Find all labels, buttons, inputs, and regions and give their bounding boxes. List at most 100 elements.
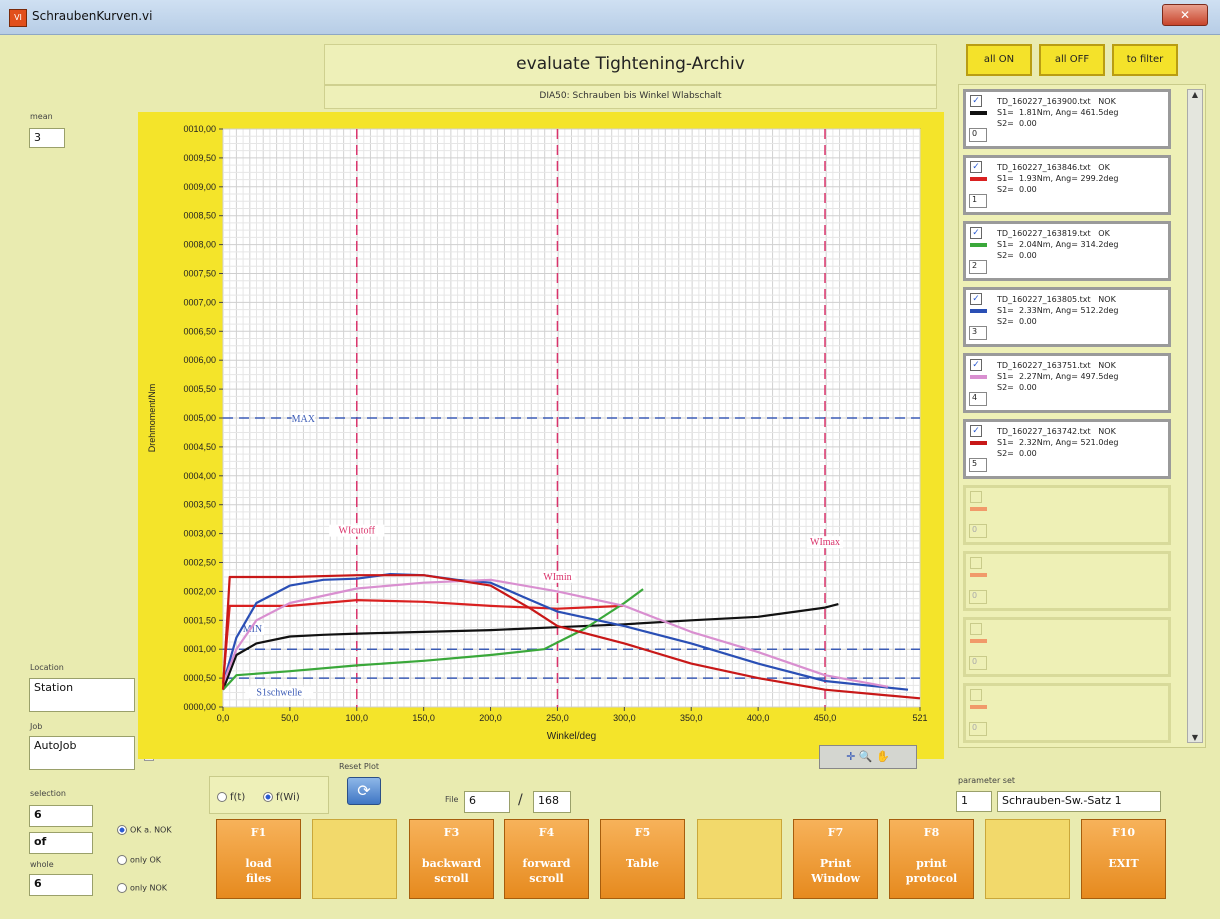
visibility-checkbox[interactable]: ✓ — [970, 359, 982, 371]
radio-label: OK a. NOK — [130, 825, 172, 835]
job-field[interactable]: AutoJob — [29, 736, 135, 770]
all-off-button[interactable]: all OFF — [1039, 44, 1105, 76]
parameter-set-label: parameter set — [958, 776, 1016, 785]
mode-radio-fwi[interactable]: f(Wi) — [263, 792, 300, 803]
page-title: evaluate Tightening-Archiv — [516, 54, 745, 74]
radio-dot — [117, 825, 127, 835]
series-info-text: TD_160227_163742.txt NOK S1= 2.32Nm, Ang… — [997, 427, 1119, 458]
series-index: 0 — [969, 722, 987, 736]
visibility-checkbox[interactable]: ✓ — [970, 293, 982, 305]
visibility-checkbox[interactable]: ✓ — [970, 95, 982, 107]
series-index: 0 — [969, 524, 987, 538]
radio-label: only NOK — [130, 883, 167, 893]
series-index: 0 — [969, 656, 987, 670]
refresh-icon: ⟳ — [357, 781, 371, 800]
radio-label: f(Wi) — [276, 792, 300, 803]
function-key-text: Print Window — [811, 857, 860, 885]
function-key-label: F3 — [443, 826, 460, 839]
chart-frame — [138, 112, 944, 759]
legend-item[interactable]: 0 — [963, 551, 1171, 611]
series-color-swatch — [970, 441, 987, 445]
header-subtitle-box: DIA50: Schrauben bis Winkel Wlabschalt — [324, 85, 937, 109]
function-key-label: F4 — [538, 826, 555, 839]
file-total-field: 168 — [533, 791, 571, 813]
visibility-checkbox[interactable] — [970, 491, 982, 503]
function-button-f7[interactable]: F7 Print Window — [793, 819, 878, 899]
filter-radio-only-nok[interactable]: only NOK — [117, 883, 167, 893]
legend-item[interactable]: ✓ 4 TD_160227_163751.txt NOK S1= 2.27Nm, A… — [963, 353, 1171, 413]
series-color-swatch — [970, 111, 987, 115]
scroll-up-icon[interactable]: ▲ — [1191, 90, 1199, 99]
mean-label: mean — [30, 112, 53, 121]
to-filter-button[interactable]: to filter — [1112, 44, 1178, 76]
location-field[interactable]: Station — [29, 678, 135, 712]
function-key-text: forward scroll — [522, 857, 571, 885]
function-button-f10[interactable]: F10 EXIT — [1081, 819, 1166, 899]
filter-radio-only-ok[interactable]: only OK — [117, 855, 161, 865]
visibility-checkbox[interactable] — [970, 623, 982, 635]
function-key-text: backward scroll — [421, 857, 482, 885]
series-color-swatch — [970, 375, 987, 379]
function-key-text: EXIT — [1108, 857, 1139, 870]
visibility-checkbox[interactable] — [970, 689, 982, 701]
function-button-f5[interactable]: F5 Table — [600, 819, 685, 899]
function-button-f3[interactable]: F3 backward scroll — [409, 819, 494, 899]
all-on-button[interactable]: all ON — [966, 44, 1032, 76]
window-title: SchraubenKurven.vi — [32, 9, 153, 23]
function-button-f4[interactable]: F4 forward scroll — [504, 819, 589, 899]
scroll-down-icon[interactable]: ▼ — [1191, 733, 1199, 742]
visibility-checkbox[interactable]: ✓ — [970, 161, 982, 173]
function-key-label: F5 — [634, 826, 651, 839]
series-color-swatch — [970, 309, 987, 313]
empty-function-button — [312, 819, 397, 899]
radio-dot — [117, 883, 127, 893]
whole-label: whole — [30, 860, 54, 869]
legend-item[interactable]: ✓ 2 TD_160227_163819.txt OK S1= 2.04Nm, An… — [963, 221, 1171, 281]
radio-dot — [217, 792, 227, 802]
reset-plot-button[interactable]: ⟳ — [347, 777, 381, 805]
legend-item[interactable]: ✓ 0 TD_160227_163900.txt NOK S1= 1.81Nm, A… — [963, 89, 1171, 149]
series-index: 2 — [969, 260, 987, 274]
legend-item[interactable]: 0 — [963, 485, 1171, 545]
mean-field[interactable]: 3 — [29, 128, 65, 148]
parameter-set-number[interactable]: 1 — [956, 791, 992, 812]
selection-field[interactable]: 6 — [29, 805, 93, 827]
series-index: 1 — [969, 194, 987, 208]
function-button-f8[interactable]: F8 print protocol — [889, 819, 974, 899]
header-title-box: evaluate Tightening-Archiv — [324, 44, 937, 85]
series-color-swatch — [970, 705, 987, 709]
series-index: 4 — [969, 392, 987, 406]
function-key-label: F1 — [250, 826, 267, 839]
function-key-text: load files — [245, 857, 272, 885]
graph-palette[interactable]: ✛ 🔍 ✋ — [819, 745, 917, 769]
legend-panel: ✓ 0 TD_160227_163900.txt NOK S1= 1.81Nm, A… — [958, 84, 1206, 748]
app-icon: VI — [9, 9, 27, 27]
file-label: File — [445, 795, 459, 804]
series-color-swatch — [970, 177, 987, 181]
legend-item[interactable]: 0 — [963, 683, 1171, 743]
visibility-checkbox[interactable]: ✓ — [970, 425, 982, 437]
visibility-checkbox[interactable] — [970, 557, 982, 569]
series-index: 3 — [969, 326, 987, 340]
legend-item[interactable]: 0 — [963, 617, 1171, 677]
filter-radio-ok-nok[interactable]: OK a. NOK — [117, 825, 172, 835]
mode-radio-ft[interactable]: f(t) — [217, 792, 245, 803]
file-separator: / — [518, 792, 523, 808]
series-color-swatch — [970, 573, 987, 577]
close-button[interactable]: ✕ — [1162, 4, 1208, 26]
visibility-checkbox[interactable]: ✓ — [970, 227, 982, 239]
legend-item[interactable]: ✓ 3 TD_160227_163805.txt NOK S1= 2.33Nm, A… — [963, 287, 1171, 347]
function-button-f1[interactable]: F1 load files — [216, 819, 301, 899]
legend-scrollbar[interactable]: ▲ ▼ — [1187, 89, 1203, 743]
parameter-set-name[interactable]: Schrauben-Sw.-Satz 1 — [997, 791, 1161, 812]
file-current-field[interactable]: 6 — [464, 791, 510, 813]
of-field: of — [29, 832, 93, 854]
function-key-label: F7 — [827, 826, 844, 839]
legend-item[interactable]: ✓ 1 TD_160227_163846.txt OK S1= 1.93Nm, An… — [963, 155, 1171, 215]
function-key-label: F8 — [923, 826, 940, 839]
empty-function-button — [985, 819, 1070, 899]
location-label: Location — [30, 663, 64, 672]
series-info-text: TD_160227_163751.txt NOK S1= 2.27Nm, Ang… — [997, 361, 1119, 392]
legend-item[interactable]: ✓ 5 TD_160227_163742.txt NOK S1= 2.32Nm, A… — [963, 419, 1171, 479]
function-key-label: F10 — [1111, 826, 1136, 839]
